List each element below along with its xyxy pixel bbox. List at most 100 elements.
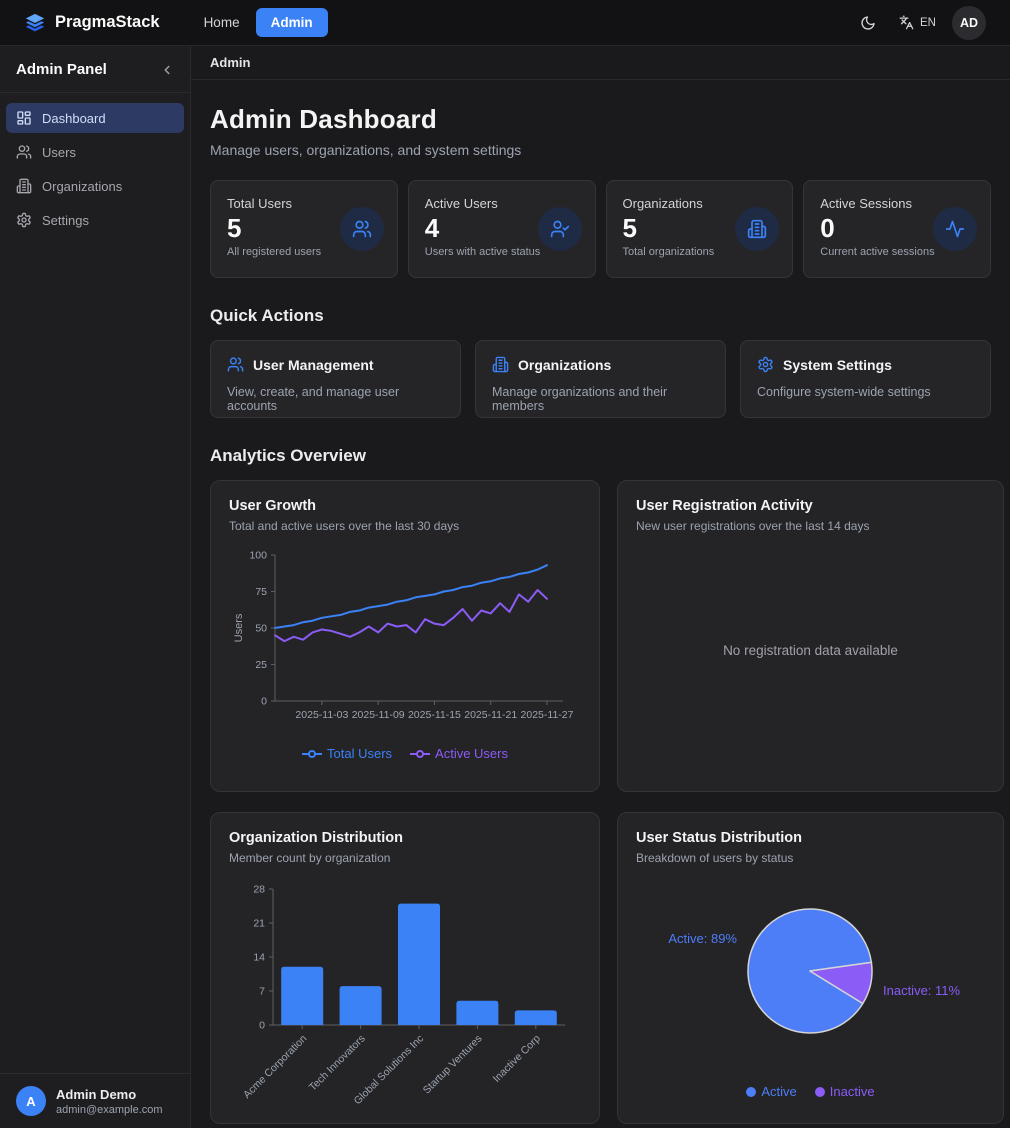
svg-text:Active: 89%: Active: 89% xyxy=(668,931,737,946)
nav-right: EN AD xyxy=(853,5,986,40)
svg-text:2025-11-03: 2025-11-03 xyxy=(295,709,348,721)
stat-card-total-users: Total Users 5 All registered users xyxy=(210,180,398,278)
legend-item[interactable]: Active Users xyxy=(410,746,508,761)
sidebar-item-organizations[interactable]: Organizations xyxy=(6,171,184,201)
svg-text:0: 0 xyxy=(259,1020,265,1032)
sidebar-item-settings[interactable]: Settings xyxy=(6,205,184,235)
brand-name: PragmaStack xyxy=(55,13,160,31)
empty-state-message: No registration data available xyxy=(723,643,898,658)
quick-action-user-management[interactable]: User Management View, create, and manage… xyxy=(210,340,461,418)
chart-subtitle: Member count by organization xyxy=(229,851,391,865)
translate-icon xyxy=(899,15,914,30)
stat-card-organizations: Organizations 5 Total organizations xyxy=(605,180,794,278)
building-icon xyxy=(16,178,32,194)
line-legend-marker xyxy=(410,749,431,758)
svg-text:Users: Users xyxy=(233,613,245,642)
stat-value: 4 xyxy=(424,213,440,243)
users-icon xyxy=(227,356,244,373)
organization-distribution-card: Organization Distribution Member count b… xyxy=(210,812,600,1124)
page-title: Admin Dashboard xyxy=(210,104,437,134)
brand[interactable]: PragmaStack xyxy=(24,12,160,34)
stat-value: 5 xyxy=(227,213,242,243)
svg-text:2025-11-21: 2025-11-21 xyxy=(464,709,517,721)
legend-dot xyxy=(746,1086,757,1097)
sidebar: Admin Panel Dashboard Users Organization… xyxy=(0,46,191,1128)
quick-action-system-settings[interactable]: System Settings Configure system-wide se… xyxy=(740,340,991,418)
sidebar-nav: Dashboard Users Organizations Settings xyxy=(0,93,190,245)
pie-chart-legend: Active Inactive xyxy=(636,1084,985,1099)
quick-action-organizations[interactable]: Organizations Manage organizations and t… xyxy=(475,340,726,418)
line-chart-legend: Total Users Active Users xyxy=(229,746,581,761)
building-icon xyxy=(492,356,509,373)
organization-bar-chart[interactable]: 0 7 14 21 28 Acme Corporation Tech Innovators G… xyxy=(229,875,581,1126)
chart-subtitle: Total and active users over the last 30 … xyxy=(229,519,460,533)
stat-label: Total Users xyxy=(227,196,293,211)
chart-subtitle: Breakdown of users by status xyxy=(636,851,794,865)
chart-title: User Status Distribution xyxy=(636,830,802,846)
chart-subtitle: New user registrations over the last 14 … xyxy=(636,519,870,533)
nav-link-admin[interactable]: Admin xyxy=(255,8,328,37)
user-growth-card: User Growth Total and active users over … xyxy=(210,480,600,792)
sidebar-item-users[interactable]: Users xyxy=(6,137,184,167)
stat-label: Organizations xyxy=(622,196,703,211)
svg-text:21: 21 xyxy=(253,918,265,930)
layers-icon xyxy=(24,12,46,34)
sidebar-user-email: admin@example.com xyxy=(56,1103,163,1116)
stat-description: Current active sessions xyxy=(820,246,935,258)
quick-action-description: View, create, and manage user accounts xyxy=(227,385,400,413)
sidebar-item-dashboard[interactable]: Dashboard xyxy=(6,103,184,133)
gear-icon xyxy=(757,356,774,373)
svg-text:100: 100 xyxy=(249,550,267,562)
quick-action-title: System Settings xyxy=(783,356,892,373)
building-icon xyxy=(747,219,767,239)
sidebar-item-label: Dashboard xyxy=(42,110,106,126)
svg-text:2025-11-09: 2025-11-09 xyxy=(352,709,405,721)
svg-text:Startup Ventures: Startup Ventures xyxy=(421,1033,485,1097)
svg-text:25: 25 xyxy=(255,659,267,671)
legend-item[interactable]: Inactive xyxy=(814,1084,875,1099)
legend-dot xyxy=(814,1086,825,1097)
main-area: Admin Admin Dashboard Manage users, orga… xyxy=(191,46,1010,1128)
legend-item[interactable]: Total Users xyxy=(302,746,392,761)
chart-title: User Growth xyxy=(229,498,317,514)
user-growth-line-chart[interactable]: 0 25 50 75 100 2025-11-03 2025-11-09 2025-11-15… xyxy=(229,543,581,762)
users-icon xyxy=(16,144,32,160)
top-navbar: PragmaStack Home Admin EN AD xyxy=(0,0,1010,46)
nav-link-home[interactable]: Home xyxy=(203,15,240,30)
chart-title: User Registration Activity xyxy=(636,498,813,514)
stat-description: Users with active status xyxy=(424,246,541,258)
gear-icon xyxy=(16,212,32,228)
user-status-pie-chart[interactable]: Active: 89% Inactive: 11% Active Inactive xyxy=(636,875,985,1099)
svg-text:2025-11-27: 2025-11-27 xyxy=(521,709,574,721)
svg-text:75: 75 xyxy=(255,586,267,598)
svg-text:2025-11-15: 2025-11-15 xyxy=(408,709,461,721)
stat-value: 0 xyxy=(820,213,835,243)
svg-text:7: 7 xyxy=(259,986,265,998)
stat-value: 5 xyxy=(622,213,637,243)
stats-row: Total Users 5 All registered users Activ… xyxy=(210,180,991,278)
theme-toggle-button[interactable] xyxy=(853,8,883,38)
quick-actions-row: User Management View, create, and manage… xyxy=(210,340,991,418)
language-label: EN xyxy=(920,16,936,29)
avatar: A xyxy=(16,1086,46,1116)
stat-description: All registered users xyxy=(227,246,322,258)
legend-item[interactable]: Active xyxy=(746,1084,797,1099)
quick-action-title: Organizations xyxy=(518,356,612,373)
svg-text:Inactive Corp: Inactive Corp xyxy=(491,1033,543,1085)
stat-label: Active Users xyxy=(424,196,498,211)
analytics-heading: Analytics Overview xyxy=(210,446,366,465)
sidebar-user-card[interactable]: A Admin Demo admin@example.com xyxy=(0,1073,190,1128)
page-subtitle: Manage users, organizations, and system … xyxy=(210,142,522,158)
line-legend-marker xyxy=(302,749,322,758)
user-check-icon xyxy=(550,219,570,239)
svg-text:Tech Innovators: Tech Innovators xyxy=(307,1033,368,1094)
quick-action-title: User Management xyxy=(253,356,374,373)
sidebar-user-name: Admin Demo xyxy=(56,1086,137,1102)
breadcrumb[interactable]: Admin xyxy=(210,55,251,70)
user-avatar[interactable]: AD xyxy=(952,5,986,40)
sidebar-collapse-button[interactable] xyxy=(160,63,174,77)
svg-text:Acme Corporation: Acme Corporation xyxy=(241,1033,309,1101)
chart-title: Organization Distribution xyxy=(229,830,403,846)
language-button[interactable]: EN xyxy=(899,15,936,30)
activity-icon xyxy=(945,219,965,239)
